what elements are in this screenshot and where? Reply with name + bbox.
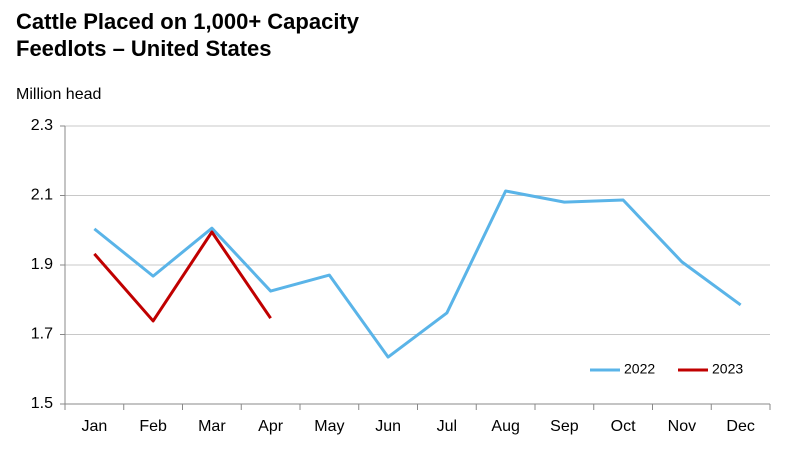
x-tick-label: Feb <box>139 418 167 435</box>
y-tick-label: 2.3 <box>31 117 53 134</box>
y-axis-label: Million head <box>16 86 101 103</box>
y-tick-label: 1.5 <box>31 395 53 412</box>
x-tick-label: Nov <box>668 418 696 435</box>
y-tick-label: 1.9 <box>31 256 53 273</box>
x-tick-label: Apr <box>258 418 284 435</box>
y-tick-label: 2.1 <box>31 187 53 204</box>
chart-title: Cattle Placed on 1,000+ Capacity Feedlot… <box>16 9 359 61</box>
x-tick-label: Jun <box>375 418 401 435</box>
series-line <box>93 230 272 323</box>
x-tick-label: Oct <box>611 418 636 435</box>
x-tick-label: Jan <box>81 418 107 435</box>
y-tick-label: 1.7 <box>31 326 53 343</box>
x-tick-label: Aug <box>491 418 519 435</box>
x-tick-label: Mar <box>198 418 226 435</box>
x-tick-label: Sep <box>550 418 579 435</box>
x-tick-label: May <box>314 418 344 435</box>
legend-label: 2023 <box>712 361 743 377</box>
series-line <box>93 189 742 359</box>
legend-label: 2022 <box>624 361 655 377</box>
x-tick-label: Jul <box>437 418 457 435</box>
x-tick-label: Dec <box>726 418 754 435</box>
